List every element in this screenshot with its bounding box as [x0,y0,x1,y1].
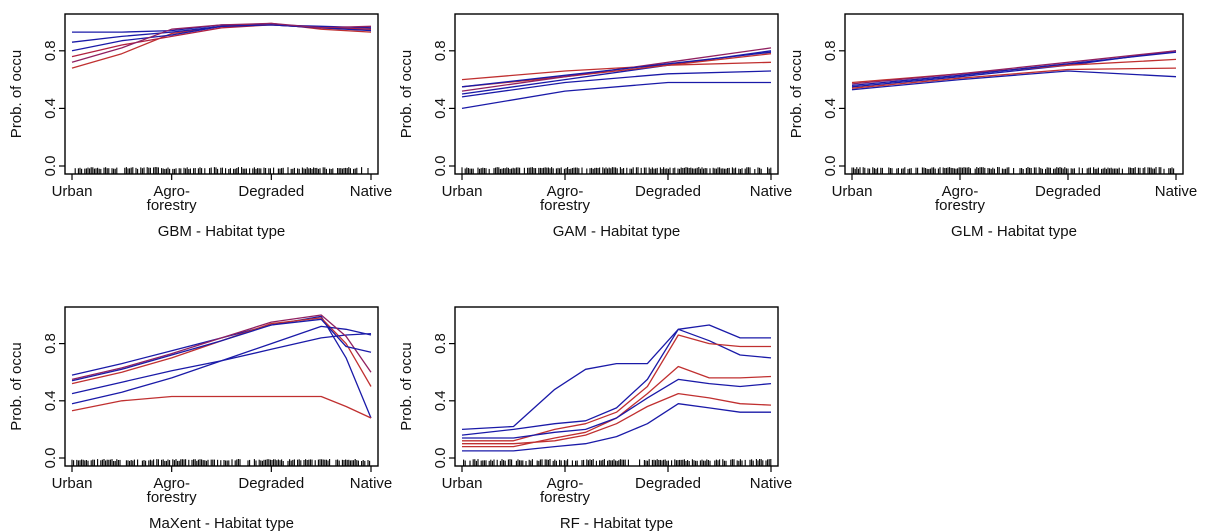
series-line-2 [462,334,771,442]
y-axis-label: Prob. of occu [8,50,25,138]
y-tick-label: 0.4 [42,390,59,411]
series-line-1 [71,317,372,387]
series-line-5 [462,403,771,452]
x-tick-label: Agro- [942,183,979,200]
series-line-6 [71,318,372,382]
x-axis-label: RF - Habitat type [560,515,673,531]
y-axis-label: Prob. of occu [8,342,25,430]
y-tick-label: 0.4 [432,98,449,119]
y-tick-label: 0.4 [42,98,59,119]
y-tick-label: 0.0 [432,448,449,469]
x-tick-label: forestry [540,197,591,214]
x-tick-label: Native [350,183,393,200]
x-tick-label: Degraded [1035,183,1101,200]
x-tick-label: Agro- [547,475,584,492]
series-line-2 [851,70,1177,91]
y-tick-label: 0.8 [822,40,839,61]
y-tick-label: 0.0 [42,448,59,469]
x-tick-label: Agro- [153,475,190,492]
y-tick-label: 0.4 [822,98,839,119]
series-line-3 [462,365,772,448]
series-line-4 [851,51,1177,87]
x-tick-label: Native [1155,183,1198,200]
y-tick-label: 0.0 [42,156,59,177]
x-tick-label: Degraded [238,183,304,200]
series-line-3 [71,395,372,419]
x-axis-label: GAM - Habitat type [553,223,681,240]
series-line-1 [461,328,772,436]
x-tick-label: Urban [52,183,93,200]
rug-marks [463,459,772,466]
plot-frame [64,306,379,467]
rug-marks [461,167,772,174]
chart-panel-2: 0.0 0.4 0.8 Prob. of occu Urban Agro-forestry… [788,13,1198,240]
x-tick-label: Agro- [153,183,190,200]
series-line-4 [71,332,372,395]
plot-frame [64,13,379,175]
series-line-3 [461,53,772,88]
y-tick-label: 0.8 [432,40,449,61]
series-line-4 [462,378,772,439]
chart-panel-1: 0.0 0.4 0.8 Prob. of occu Urban Agro-forestry… [398,13,793,240]
x-tick-label: Native [350,475,393,492]
y-tick-label: 0.8 [432,333,449,354]
x-tick-label: Urban [832,183,873,200]
series-line-4 [461,70,772,98]
series-line-5 [851,67,1177,89]
x-tick-label: forestry [540,489,591,506]
x-tick-label: Urban [442,183,483,200]
series-line-2 [71,325,372,405]
chart-panel-3: 0.0 0.4 0.8 Prob. of occu Urban Agro-forestry… [8,306,393,531]
x-axis-label: MaXent - Habitat type [149,515,294,531]
plot-frame [844,13,1184,175]
rug-marks [71,459,371,466]
x-tick-label: Agro- [547,183,584,200]
x-tick-label: Degraded [635,183,701,200]
y-axis-label: Prob. of occu [788,50,805,138]
series-line-0 [461,324,771,431]
y-tick-label: 0.8 [42,40,59,61]
rug-marks [74,167,369,174]
series-line-4 [71,24,372,52]
y-axis-label: Prob. of occu [398,50,415,138]
series-line-0 [71,315,372,419]
x-tick-label: Native [750,475,793,492]
chart-panel-4: 0.0 0.4 0.8 Prob. of occu Urban Agro-forestry… [398,306,793,531]
x-axis-label: GLM - Habitat type [951,223,1077,240]
y-tick-label: 0.0 [822,156,839,177]
series-line-6 [461,51,772,88]
x-tick-label: Urban [52,475,93,492]
x-tick-label: Degraded [635,475,701,492]
x-tick-label: Native [750,183,793,200]
series-line-6 [462,392,772,445]
x-axis-label: GBM - Habitat type [158,223,286,240]
x-tick-label: Degraded [238,475,304,492]
x-tick-label: forestry [147,197,198,214]
y-axis-label: Prob. of occu [398,342,415,430]
series-line-5 [71,22,372,63]
rug-marks [851,167,1175,174]
chart-panel-0: 0.0 0.4 0.8 Prob. of occu Urban Agro-forestry… [8,13,393,240]
series-line-0 [461,81,771,110]
y-tick-label: 0.8 [42,333,59,354]
y-tick-label: 0.0 [432,156,449,177]
plot-frame [454,306,779,467]
series-line-1 [461,61,772,81]
x-tick-label: forestry [147,489,198,506]
series-line-3 [851,50,1177,85]
plot-frame [454,13,779,175]
series-line-5 [71,314,372,381]
y-tick-label: 0.4 [432,390,449,411]
x-tick-label: Urban [442,475,483,492]
x-tick-label: forestry [935,197,986,214]
